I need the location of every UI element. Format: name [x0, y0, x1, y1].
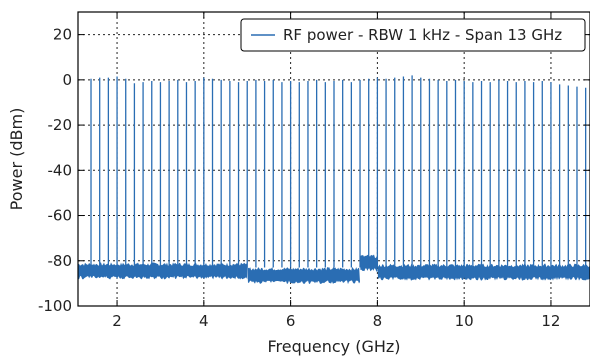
y-tick-label: -20 — [48, 116, 73, 134]
y-tick-label: 0 — [62, 71, 72, 89]
legend-label: RF power - RBW 1 kHz - Span 13 GHz — [283, 26, 562, 44]
x-tick-label: 2 — [112, 312, 122, 330]
noise-floor-band — [78, 262, 248, 280]
y-tick-label: -40 — [48, 161, 73, 179]
x-tick-label: 6 — [286, 312, 296, 330]
spectral-lines — [90, 75, 587, 268]
noise-floor-band — [247, 267, 360, 285]
y-axis-ticks: 20 0 -20 -40 -60 -80 -100 — [38, 26, 590, 315]
x-axis-label: Frequency (GHz) — [267, 337, 400, 356]
noise-floor-band — [377, 263, 590, 281]
y-tick-label: -60 — [48, 207, 73, 225]
y-tick-label: -100 — [38, 297, 72, 315]
y-axis-label: Power (dBm) — [7, 108, 26, 211]
x-axis-ticks: 2 4 6 8 10 12 — [112, 12, 560, 330]
x-tick-label: 12 — [541, 312, 560, 330]
x-tick-label: 4 — [199, 312, 209, 330]
x-tick-label: 10 — [455, 312, 474, 330]
y-tick-label: -80 — [48, 252, 73, 270]
plot-frame — [77, 11, 590, 307]
x-tick-label: 8 — [373, 312, 383, 330]
legend-box — [240, 18, 586, 52]
y-tick-label: 20 — [53, 26, 72, 44]
noise-floor — [78, 254, 590, 285]
legend: RF power - RBW 1 kHz - Span 13 GHz — [240, 18, 586, 52]
